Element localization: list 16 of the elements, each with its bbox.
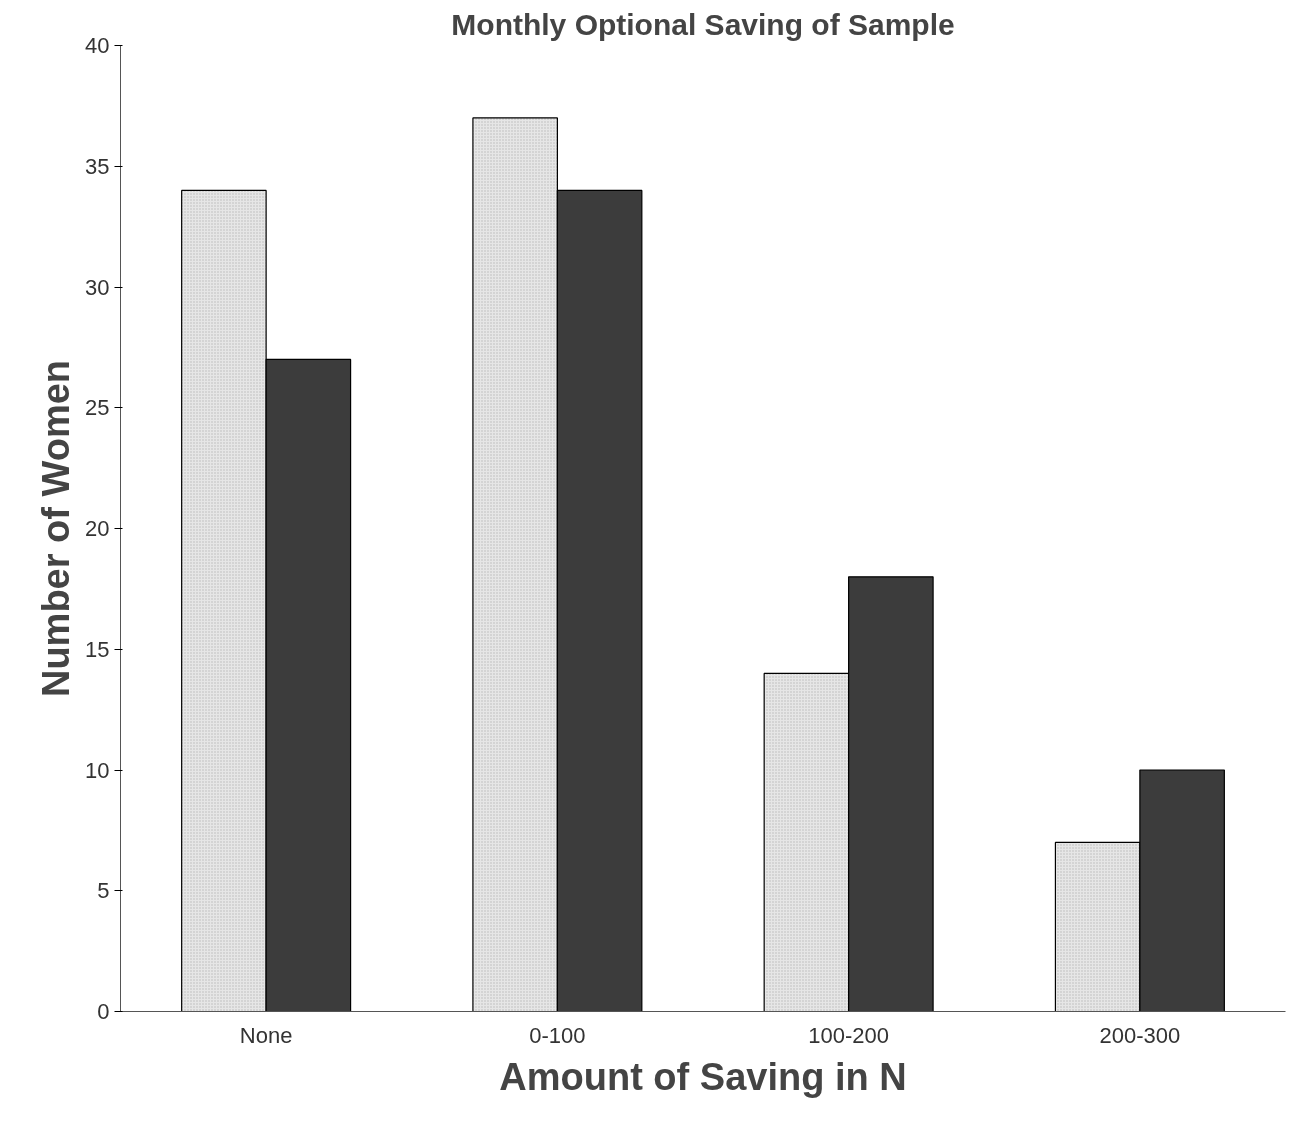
chart-title: Monthly Optional Saving of Sample <box>451 7 955 41</box>
y-tick-label: 25 <box>85 395 110 421</box>
y-axis-title: Number of Women <box>35 359 78 698</box>
x-tick-label: 0-100 <box>529 1022 586 1048</box>
y-tick-label: 0 <box>97 999 110 1024</box>
x-axis-title: Amount of Saving in N <box>499 1055 907 1098</box>
x-tick-label: 200-300 <box>1099 1022 1181 1048</box>
y-tick-label: 15 <box>85 636 110 662</box>
y-tick-label: 5 <box>97 878 110 904</box>
y-tick-label: 40 <box>85 33 110 58</box>
y-tick-label: 10 <box>85 757 110 783</box>
y-tick-label: 20 <box>85 516 110 541</box>
y-tick-label: 30 <box>85 274 110 300</box>
x-tick-label: 100-200 <box>808 1022 890 1048</box>
y-tick-label: 35 <box>85 153 110 179</box>
x-tick-label: None <box>239 1022 293 1048</box>
